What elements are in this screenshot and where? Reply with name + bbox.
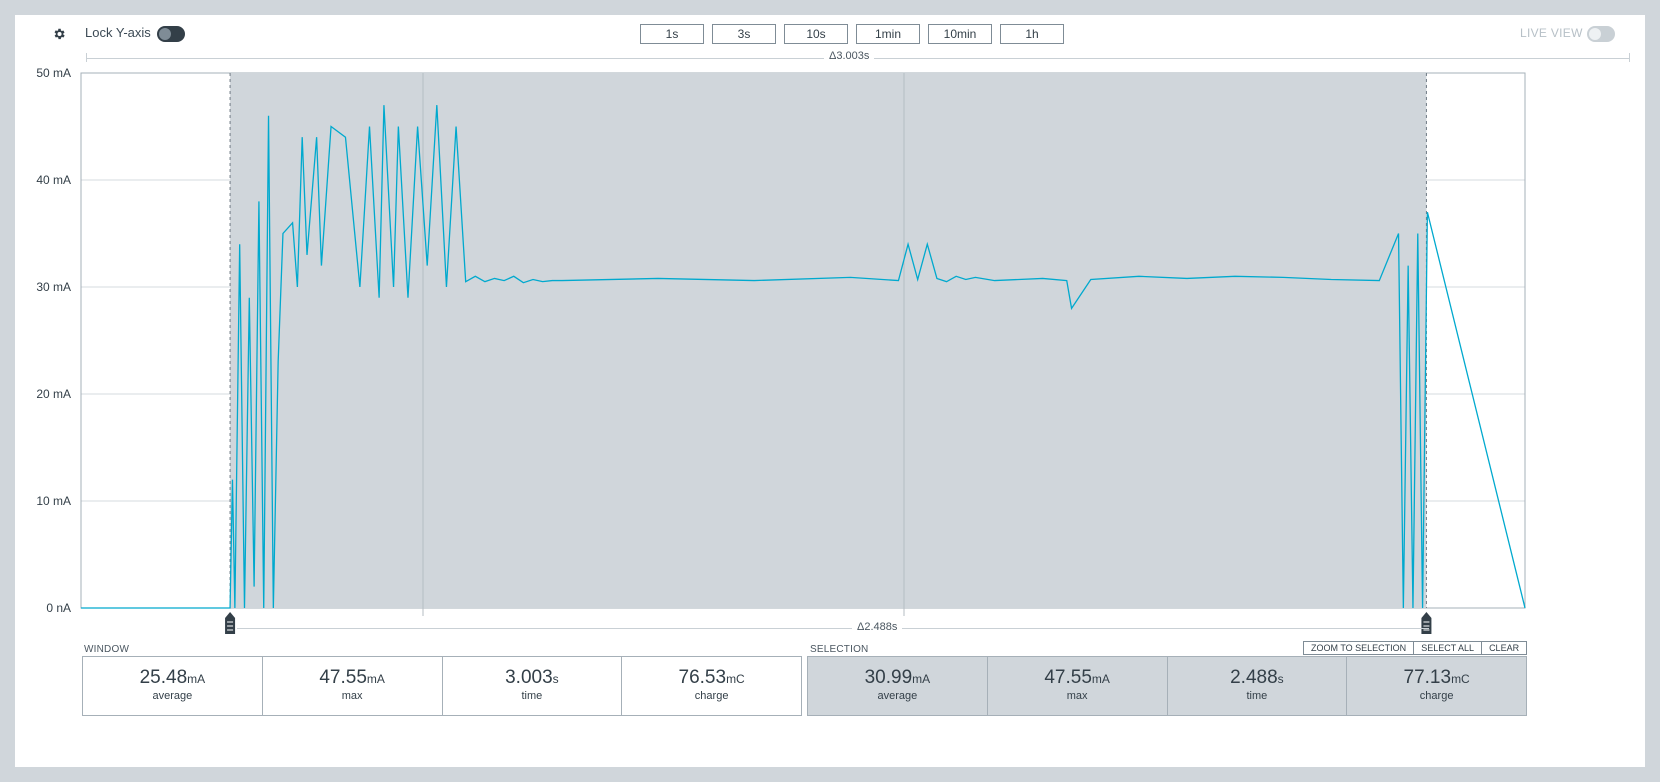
selection-average: 30.99mA average (808, 657, 988, 715)
live-view-toggle[interactable] (1587, 26, 1615, 42)
selection-average-label: average (877, 690, 918, 702)
window-charge-value: 76.53 (678, 667, 727, 688)
selection-average-value: 30.99 (864, 667, 913, 688)
selection-handle[interactable] (225, 612, 236, 634)
selection-average-unit: mA (912, 672, 931, 686)
selection-stats-label: SELECTION (810, 644, 869, 655)
handle-shape (225, 612, 236, 634)
selection-actions: ZOOM TO SELECTION SELECT ALL CLEAR (1303, 641, 1528, 655)
y-tick-label: 10 mA (36, 494, 71, 508)
selection-time-label: time (1246, 690, 1268, 702)
window-max-unit: mA (366, 672, 385, 686)
selection-region[interactable] (230, 73, 1427, 608)
handle-shape (1421, 612, 1432, 634)
power-profiler-panel: Lock Y-axis 1s 3s 10s 1min 10min 1h LIVE… (15, 15, 1645, 767)
window-time-unit: s (552, 672, 559, 686)
y-tick-label: 0 nA (46, 601, 71, 615)
selection-ruler (237, 628, 1429, 629)
window-10min-button[interactable]: 10min (928, 24, 992, 44)
window-average-label: average (152, 690, 193, 702)
selection-time-unit: s (1277, 672, 1284, 686)
toggle-knob (159, 28, 171, 40)
selection-charge-value: 77.13 (1403, 667, 1452, 688)
window-ruler-start (86, 53, 87, 62)
selection-max-label: max (1066, 690, 1088, 702)
selection-delta-label: Δ2.488s (852, 621, 903, 633)
window-ruler-end (1629, 53, 1630, 62)
selection-stats: 30.99mA average 47.55mA max 2.488s time … (807, 656, 1527, 716)
selection-time: 2.488s time (1168, 657, 1348, 715)
selection-handle[interactable] (1421, 612, 1432, 634)
window-max-label: max (341, 690, 363, 702)
window-stats: 25.48mA average 47.55mA max 3.003s time … (82, 656, 802, 716)
window-charge-unit: mC (726, 672, 745, 686)
selection-time-value: 2.488 (1230, 667, 1278, 688)
window-average-unit: mA (187, 672, 206, 686)
window-charge: 76.53mC charge (622, 657, 801, 715)
window-10s-button[interactable]: 10s (784, 24, 848, 44)
y-tick-label: 50 mA (36, 66, 71, 80)
window-average-value: 25.48 (139, 667, 188, 688)
live-view-label: LIVE VIEW (1520, 26, 1583, 40)
select-all-button[interactable]: SELECT ALL (1413, 641, 1482, 655)
window-3s-button[interactable]: 3s (712, 24, 776, 44)
selection-max: 47.55mA max (988, 657, 1168, 715)
window-average: 25.48mA average (83, 657, 263, 715)
window-max: 47.55mA max (263, 657, 443, 715)
window-1min-button[interactable]: 1min (856, 24, 920, 44)
lock-y-axis-label: Lock Y-axis (85, 25, 151, 40)
window-stats-label: WINDOW (84, 644, 130, 655)
window-max-value: 47.55 (319, 667, 367, 688)
selection-max-value: 47.55 (1044, 667, 1092, 688)
selection-charge-label: charge (1419, 690, 1454, 702)
selection-charge-unit: mC (1451, 672, 1470, 686)
current-trace (81, 105, 1526, 609)
selection-max-unit: mA (1091, 672, 1110, 686)
y-tick-label: 40 mA (36, 173, 71, 187)
y-tick-label: 20 mA (36, 387, 71, 401)
toolbar: Lock Y-axis 1s 3s 10s 1min 10min 1h LIVE… (15, 15, 1645, 55)
window-delta-label: Δ3.003s (824, 50, 875, 62)
clear-selection-button[interactable]: CLEAR (1481, 641, 1528, 655)
window-1h-button[interactable]: 1h (1000, 24, 1064, 44)
lock-y-axis-toggle[interactable] (157, 26, 185, 42)
y-tick-label: 30 mA (36, 280, 71, 294)
window-time-value: 3.003 (505, 667, 553, 688)
window-time-label: time (521, 690, 543, 702)
window-1s-button[interactable]: 1s (640, 24, 704, 44)
current-chart[interactable]: 0 nA 10 mA 20 mA 30 mA 40 mA 50 mA (15, 15, 1645, 655)
zoom-to-selection-button[interactable]: ZOOM TO SELECTION (1303, 641, 1414, 655)
window-time: 3.003s time (443, 657, 623, 715)
selection-charge: 77.13mC charge (1347, 657, 1526, 715)
gear-icon[interactable] (52, 27, 66, 41)
window-charge-label: charge (694, 690, 729, 702)
toggle-knob (1589, 28, 1601, 40)
